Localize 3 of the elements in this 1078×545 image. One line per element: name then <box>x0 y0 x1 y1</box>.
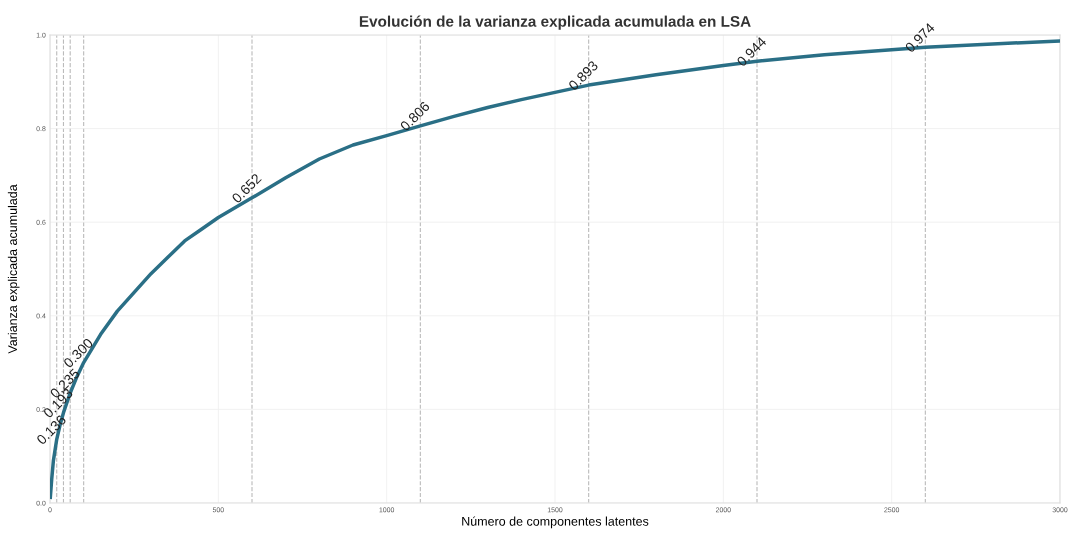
chart-title: Evolución de la varianza explicada acumulada en LSA <box>359 15 751 30</box>
y-axis-title: Varianza explicada acumulada <box>7 184 20 354</box>
x-axis-title: Número de componentes latentes <box>462 516 649 529</box>
